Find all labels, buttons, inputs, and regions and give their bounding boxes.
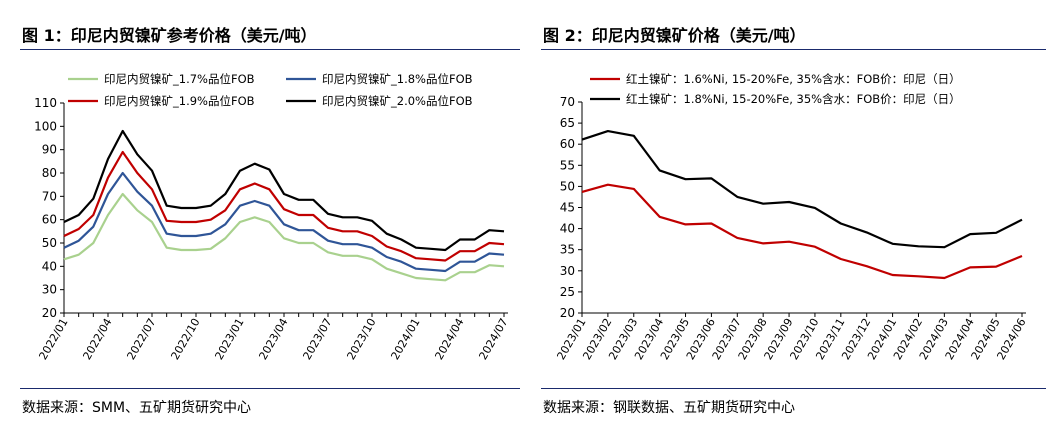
chart-2-series-1-line bbox=[581, 183, 1023, 280]
chart-1-y-tick-label: 60 bbox=[42, 213, 57, 227]
chart-1-x-tick-label: 2023/01 bbox=[212, 316, 246, 362]
chart-2-bottom-rule bbox=[541, 388, 1046, 389]
chart-1-x-tick-label: 2024/01 bbox=[388, 316, 422, 362]
chart-2-y-tick-label: 20 bbox=[560, 306, 575, 320]
chart-1-x-tick-label: 2022/01 bbox=[36, 316, 70, 362]
chart-panel-1: 图 1：印尼内贸镍矿参考价格（美元/吨） 20 30 40 50 60 70 80 90 100… bbox=[0, 0, 525, 432]
chart-1-y-tick-label: 50 bbox=[42, 236, 57, 250]
chart-1-top-rule bbox=[20, 49, 520, 50]
chart-1-y-tick-label: 90 bbox=[42, 143, 57, 157]
chart-2-series-2-line bbox=[581, 130, 1023, 249]
chart-2-y-tick-label: 30 bbox=[560, 264, 575, 278]
chart-1-legend-label-4: 印尼内贸镍矿_2.0%品位FOB bbox=[322, 94, 473, 108]
chart-1-y-tick-label: 80 bbox=[42, 166, 57, 180]
chart-panel-2: 图 2：印尼内贸镍矿价格（美元/吨） 20 25 30 35 40 45 50 55 60 65 7… bbox=[525, 0, 1051, 432]
chart-1-x-tick-label: 2023/07 bbox=[300, 316, 334, 362]
chart-1-legend-label-3: 印尼内贸镍矿_1.9%品位FOB bbox=[104, 94, 255, 108]
chart-1-x-tick-label: 2022/10 bbox=[168, 316, 202, 362]
chart-1-x-tick-label: 2023/04 bbox=[256, 316, 290, 362]
chart-1-bottom-rule bbox=[20, 388, 520, 389]
chart-2-y-tick-label: 50 bbox=[560, 179, 575, 193]
chart-2-legend-label-2: 红土镍矿：1.8%Ni, 15-20%Fe, 35%含水：FOB价：印尼（日） bbox=[626, 92, 961, 106]
chart-1-y-tick-label: 40 bbox=[42, 259, 57, 273]
chart-2-y-tick-label: 55 bbox=[560, 158, 575, 172]
chart-1-y-tick-label: 70 bbox=[42, 189, 57, 203]
chart-1-y-tick-label: 20 bbox=[42, 306, 57, 320]
chart-1-series-4-line bbox=[63, 129, 505, 252]
chart-2-y-tick-label: 25 bbox=[560, 285, 575, 299]
chart-1-y-tick-label: 110 bbox=[34, 96, 57, 110]
chart-2-legend-label-1: 红土镍矿：1.6%Ni, 15-20%Fe, 35%含水：FOB价：印尼（日） bbox=[626, 72, 961, 86]
chart-2-source: 数据来源：钢联数据、五矿期货研究中心 bbox=[543, 400, 795, 416]
chart-2-y-tick-label: 65 bbox=[560, 116, 575, 130]
chart-2-plot: 20253035404550556065702023/012023/022023… bbox=[554, 72, 1028, 362]
chart-1-title: 图 1：印尼内贸镍矿参考价格（美元/吨） bbox=[22, 26, 317, 45]
chart-1-x-tick-label: 2022/04 bbox=[80, 316, 114, 362]
chart-1-x-tick-label: 2024/07 bbox=[476, 316, 510, 362]
chart-1-legend-label-1: 印尼内贸镍矿_1.7%品位FOB bbox=[104, 72, 255, 86]
chart-1-plot: 20 30 40 50 60 70 80 90 100 110 2022/01 2022/04 2022… bbox=[34, 72, 511, 362]
chart-1-series-3-line bbox=[63, 150, 505, 262]
chart-1-series-1-line bbox=[63, 192, 505, 282]
chart-2-y-tick-label: 60 bbox=[560, 137, 575, 151]
chart-2-y-tick-label: 35 bbox=[560, 243, 575, 257]
chart-1-series-2-line bbox=[63, 171, 505, 273]
chart-2-y-tick-label: 40 bbox=[560, 222, 575, 236]
chart-1-source: 数据来源：SMM、五矿期货研究中心 bbox=[22, 400, 252, 416]
chart-1-y-tick-label: 100 bbox=[34, 119, 57, 133]
chart-1-x-tick-label: 2024/04 bbox=[432, 316, 466, 362]
chart-1-y-tick-label: 30 bbox=[42, 283, 57, 297]
chart-1-legend-label-2: 印尼内贸镍矿_1.8%品位FOB bbox=[322, 72, 473, 86]
chart-1-x-tick-label: 2022/07 bbox=[124, 316, 158, 362]
chart-2-title: 图 2：印尼内贸镍矿价格（美元/吨） bbox=[543, 26, 806, 45]
chart-2-y-tick-label: 45 bbox=[560, 201, 575, 215]
chart-2-y-tick-label: 70 bbox=[560, 95, 575, 109]
chart-1-x-tick-label: 2023/10 bbox=[344, 316, 378, 362]
chart-2-top-rule bbox=[541, 49, 1046, 50]
